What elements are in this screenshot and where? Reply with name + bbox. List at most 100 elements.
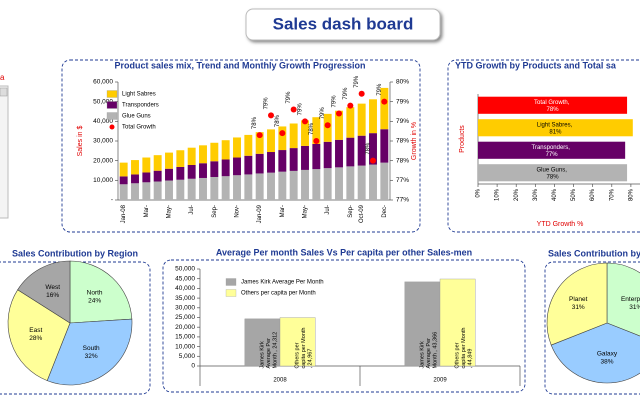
panel xyxy=(61,59,421,233)
pie-slice xyxy=(550,322,640,384)
bar-segment xyxy=(199,177,207,200)
bar-segment xyxy=(142,182,151,200)
x-tick-label: Sep- xyxy=(348,205,354,218)
x-tick-label: 10% xyxy=(495,188,501,201)
y2-tick-label: 80% xyxy=(396,79,409,86)
x-tick-label: Mar- xyxy=(280,205,286,217)
y-tick-label: 60,000 xyxy=(93,79,113,86)
bar-segment xyxy=(301,169,309,200)
legend-swatch xyxy=(106,101,118,109)
x-tick-label: 2009 xyxy=(433,378,447,384)
bar-segment xyxy=(312,117,321,144)
y-axis-label: Sales in $ xyxy=(77,126,84,157)
pie-slice xyxy=(46,318,133,386)
x-tick-label: Jul- xyxy=(189,205,195,215)
line-point xyxy=(324,122,331,129)
y-tick-label: 50,000 xyxy=(175,266,195,273)
bar-segment xyxy=(278,150,287,172)
y-tick-label: 10,000 xyxy=(175,343,195,350)
data-label: 79% xyxy=(332,95,338,108)
y-tick-label: 35,000 xyxy=(175,295,195,302)
slice-value: 38% xyxy=(600,359,613,366)
chart-title: YTD Growth by Products and Total sa xyxy=(455,60,617,70)
bar-segment xyxy=(255,173,264,200)
bar-segment xyxy=(165,168,173,181)
chart-title: Sales Contribution by xyxy=(548,248,640,258)
bar-segment xyxy=(289,123,298,149)
y2-tick-label: 77% xyxy=(396,177,409,184)
y-tick-label: 50,000 xyxy=(93,98,113,105)
bar-segment xyxy=(323,168,332,200)
legend-label: Glue Guns xyxy=(122,114,151,120)
bar xyxy=(439,278,476,367)
bar-segment xyxy=(346,137,355,167)
bar-segment xyxy=(278,171,287,200)
x-tick-label: Jan-09 xyxy=(257,204,263,223)
slice-value: 31% xyxy=(572,304,585,311)
x-tick-label: 2008 xyxy=(273,378,287,384)
slice-label: East xyxy=(29,327,42,334)
pie-slice xyxy=(606,262,640,337)
bar-segment xyxy=(153,170,162,182)
bar-segment xyxy=(255,132,264,154)
legend-label: Others per capita per Month xyxy=(241,291,316,297)
scroll-arrow[interactable] xyxy=(0,87,8,97)
y-tick-label: 30,000 xyxy=(93,138,113,145)
pie-slice xyxy=(546,262,608,346)
y2-tick-label: 79% xyxy=(396,118,409,125)
x-tick-label: Nov- xyxy=(235,205,241,218)
slice-value: 32% xyxy=(85,353,98,360)
bar-segment xyxy=(199,145,207,164)
y2-tick-label: 77% xyxy=(396,197,409,204)
bar-segment xyxy=(119,176,128,185)
data-label: 79% xyxy=(354,75,360,88)
bar-segment xyxy=(380,87,389,130)
y2-tick-label: 78% xyxy=(396,138,409,145)
y-tick-label: 20,000 xyxy=(93,157,113,164)
line-point xyxy=(279,130,286,137)
pie-slice xyxy=(69,260,133,324)
data-label: 78% xyxy=(309,122,315,135)
side-label: a xyxy=(0,73,5,82)
bar xyxy=(244,318,281,367)
line-point xyxy=(336,110,342,117)
bar xyxy=(404,281,441,367)
bar-segment xyxy=(187,164,196,179)
data-label: 78% xyxy=(275,114,281,127)
data-label: Total Growth, 78% xyxy=(534,99,571,112)
y-tick-label: 40,000 xyxy=(175,285,195,292)
x-tick-label: 70% xyxy=(609,188,615,201)
y-tick-label: 20,000 xyxy=(175,324,195,331)
data-label: James Kirk Average Per Month , 24,312 xyxy=(260,332,279,369)
legend-label: Transponders xyxy=(122,103,159,109)
slice-label: Enterprise xyxy=(621,296,640,303)
bar xyxy=(478,96,628,114)
x-tick-label: Sep- xyxy=(212,205,218,218)
legend-swatch xyxy=(225,278,237,286)
scroll-panel xyxy=(0,85,9,219)
bar-segment xyxy=(142,172,151,183)
bar-segment xyxy=(233,175,241,200)
slice-label: South xyxy=(83,345,100,352)
slice-label: Planet xyxy=(569,296,588,303)
bar-segment xyxy=(289,170,298,200)
x-tick-label: 80% xyxy=(628,188,634,201)
bar-segment xyxy=(233,157,241,176)
bar-segment xyxy=(131,183,139,200)
chart-title: Sales Contribution by Region xyxy=(12,248,138,258)
bar-segment xyxy=(221,176,230,200)
bar-segment xyxy=(221,140,230,160)
bar-segment xyxy=(278,126,287,151)
bar-segment xyxy=(267,129,275,153)
line-point xyxy=(381,98,388,105)
bar-segment xyxy=(357,103,366,136)
bar-segment xyxy=(142,157,151,173)
x-tick-label: Dec- xyxy=(382,205,388,218)
bar-segment xyxy=(119,162,128,177)
y2-tick-label: 78% xyxy=(396,157,409,164)
slice-label: West xyxy=(45,284,60,291)
x-tick-label: 20% xyxy=(514,188,520,201)
data-label: 79% xyxy=(286,91,292,104)
x-tick-label: Jan-08 xyxy=(121,204,127,223)
bar-segment xyxy=(176,179,185,200)
